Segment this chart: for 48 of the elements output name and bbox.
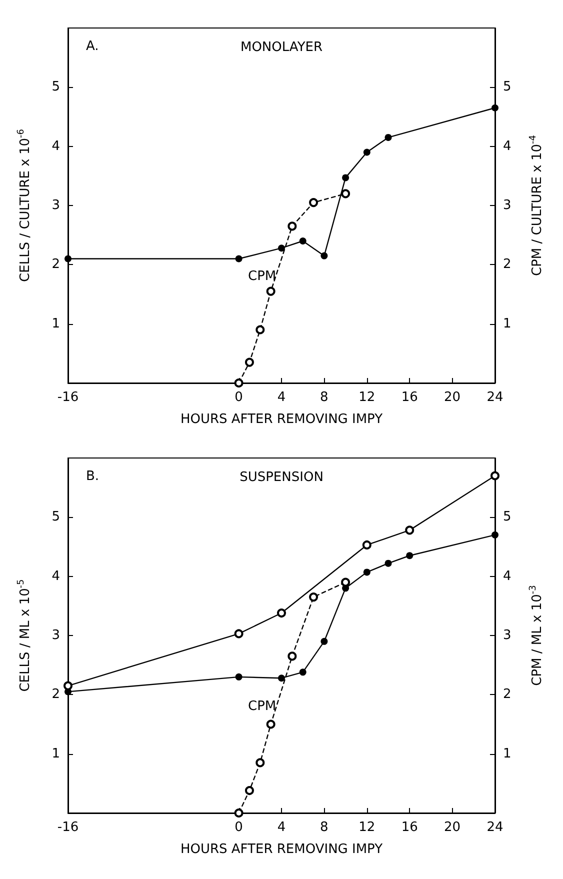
y-tick-label: 2 [52,257,60,272]
annotation: A. [86,39,99,54]
x-tick-label: 16 [401,390,418,405]
annotation: CPM [248,269,276,284]
y-tick-label: 1 [52,316,60,332]
y2-tick-label: 5 [503,80,512,95]
y-tick-label: 3 [52,198,60,213]
y-tick-label: 2 [52,687,60,702]
text: SUSPENSION [240,470,324,485]
x-axis-title: HOURS AFTER REMOVING IMPY [180,412,383,427]
x-tick-label: 0 [234,390,243,405]
y-axis-title: CELLS / CULTURE x 10-6 [16,128,33,282]
x-tick-label: -16 [57,820,79,835]
y-tick-label: 4 [52,568,60,584]
y-axis-title: CELLS / ML x 10-5 [16,579,33,692]
text: MONOLAYER [240,40,323,55]
y-tick-label: 5 [52,80,60,95]
x-tick-label: 12 [358,820,376,835]
y-tick-label: 4 [52,138,60,154]
x-tick-label: 0 [234,820,243,835]
y2-tick-label: 1 [503,746,512,762]
y2-tick-label: 4 [503,568,512,584]
y-tick-label: 5 [52,510,60,525]
x-tick-label: 8 [320,390,328,405]
y2-axis-title: CPM / ML x 10-3 [528,585,545,686]
x-tick-label: 24 [486,820,504,835]
y-tick-label: 1 [52,746,60,762]
x-tick-label: 4 [277,820,286,835]
y2-tick-label: 1 [503,316,512,332]
x-tick-label: 24 [486,390,504,405]
x-tick-label: 8 [320,820,328,835]
x-tick-label: 12 [358,390,376,405]
x-tick-label: 20 [444,820,461,835]
y2-tick-label: 2 [503,687,512,702]
x-tick-label: 4 [277,390,286,405]
y2-tick-label: 5 [503,510,512,525]
x-tick-label: 16 [401,820,418,835]
y2-tick-label: 3 [503,198,512,213]
x-tick-label: -16 [57,390,79,405]
y2-tick-label: 4 [503,138,512,154]
y2-axis-title: CPM / CULTURE x 10-4 [528,134,545,276]
y2-tick-label: 2 [503,257,512,272]
x-axis-title: HOURS AFTER REMOVING IMPY [180,842,383,857]
y-tick-label: 3 [52,628,60,643]
annotation: CPM [248,699,276,714]
x-tick-label: 20 [444,390,461,405]
annotation: B. [86,469,100,484]
y2-tick-label: 3 [503,628,512,643]
